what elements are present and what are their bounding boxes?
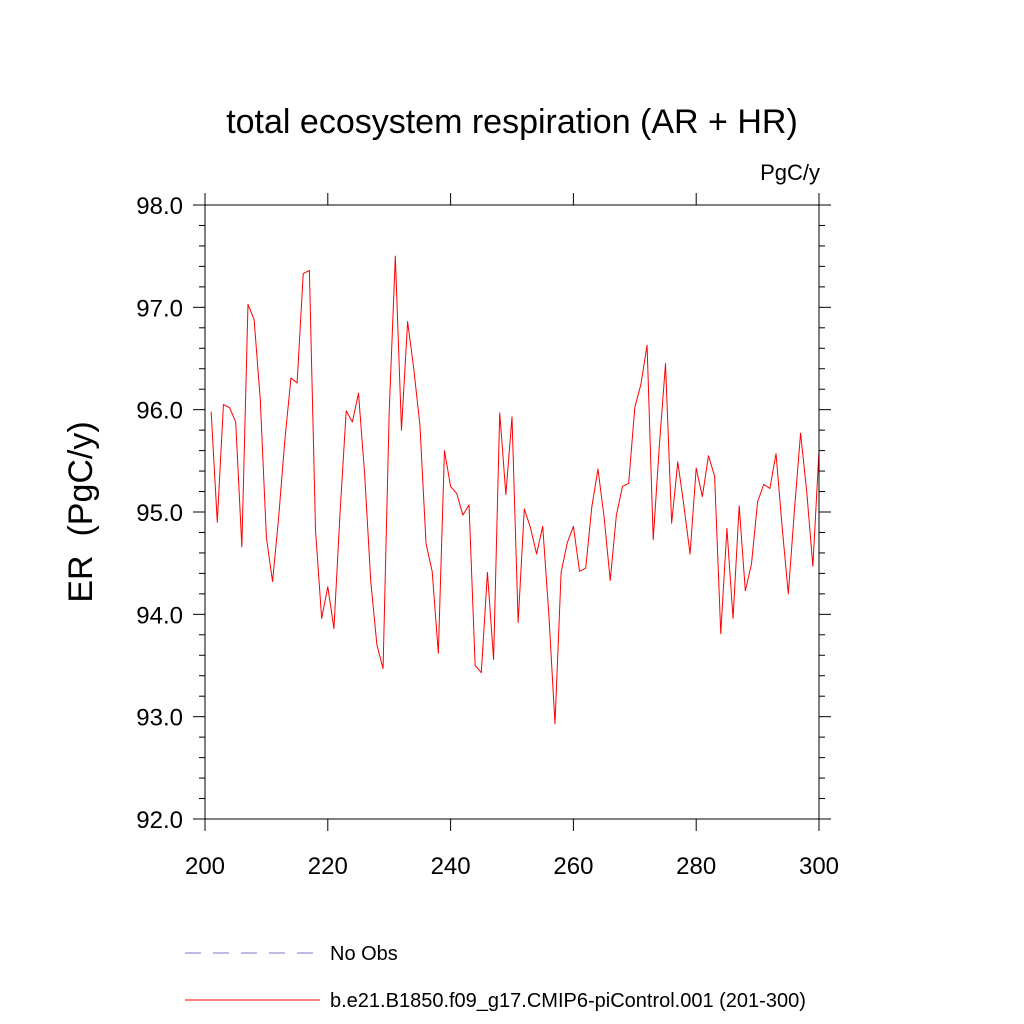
x-tick-label: 260 (553, 853, 593, 880)
x-tick-label: 240 (431, 853, 471, 880)
x-tick-label: 200 (185, 853, 225, 880)
x-tick-label: 280 (676, 853, 716, 880)
chart-title: total ecosystem respiration (AR + HR) (226, 103, 798, 141)
y-axis-label: ER (PgC/y) (62, 421, 100, 602)
x-tick-label: 300 (799, 853, 839, 880)
y-tick-label: 97.0 (136, 295, 183, 322)
legend-label-no-obs: No Obs (330, 943, 398, 965)
units-label: PgC/y (760, 160, 820, 185)
y-tick-label: 94.0 (136, 602, 183, 629)
y-tick-label: 96.0 (136, 398, 183, 425)
y-tick-label: 95.0 (136, 500, 183, 527)
y-tick-label: 93.0 (136, 705, 183, 732)
legend-label-model: b.e21.B1850.f09_g17.CMIP6-piControl.001 … (330, 990, 806, 1012)
x-tick-label: 220 (308, 853, 348, 880)
y-tick-label: 98.0 (136, 193, 183, 220)
series-line-1 (210, 255, 820, 725)
y-tick-label: 92.0 (136, 807, 183, 834)
plot-frame (204, 204, 820, 820)
